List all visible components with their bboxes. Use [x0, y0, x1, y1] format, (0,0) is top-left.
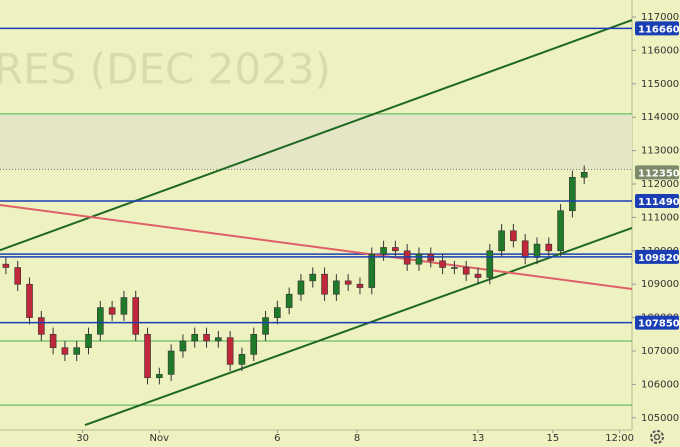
candle-body	[510, 230, 517, 242]
y-tick-label: 114000	[641, 112, 679, 123]
level-label-box	[635, 315, 679, 330]
x-tick-label: 12:00	[605, 433, 634, 444]
trend-line	[84, 227, 633, 426]
candle-body	[250, 334, 258, 355]
candle-body	[439, 260, 446, 268]
candle-body	[120, 297, 128, 315]
level-label: 109820	[638, 253, 680, 264]
last-price-box	[635, 165, 679, 180]
candle-body	[521, 240, 529, 258]
candle-body	[368, 253, 376, 288]
y-tick-label: 106000	[641, 379, 679, 390]
level-label: 111490	[638, 197, 680, 208]
y-tick-label: 107000	[641, 346, 679, 357]
band	[0, 113, 632, 170]
candle-body	[285, 293, 293, 308]
candle-body	[274, 307, 281, 318]
x-tick-label: 15	[547, 433, 560, 444]
candle-body	[49, 334, 57, 348]
candle-body	[238, 354, 246, 365]
candle-body	[333, 280, 340, 295]
y-tick-label: 113000	[641, 146, 679, 157]
candle-body	[167, 350, 175, 375]
candle-body	[226, 337, 234, 365]
level-label: 116660	[638, 24, 680, 35]
candle-body	[97, 307, 104, 335]
x-tick-label: 8	[354, 433, 360, 444]
plot-bg	[0, 0, 632, 430]
candle-body	[557, 210, 564, 252]
candle-body	[392, 247, 399, 252]
y-tick-label: 109000	[641, 279, 679, 290]
y-tick-label: 116000	[641, 45, 679, 56]
candle-body	[545, 243, 553, 252]
candle-body	[580, 172, 588, 178]
candle-body	[486, 250, 494, 278]
candle-body	[297, 280, 305, 295]
watermark: RES (DEC 2023)	[0, 45, 331, 94]
candle-body	[262, 317, 269, 335]
candle-body	[321, 273, 328, 295]
trend-line	[0, 19, 633, 252]
candle-body	[533, 243, 541, 258]
level-label-box	[635, 194, 679, 209]
candle-body	[569, 177, 576, 212]
candle-body	[108, 307, 116, 315]
x-tick-label: 6	[274, 433, 280, 444]
candle-body	[14, 267, 22, 285]
y-tick-label: 115000	[641, 79, 679, 90]
candle-body	[61, 347, 69, 355]
candle-body	[462, 267, 470, 275]
candle-body	[309, 273, 317, 282]
candle-body	[474, 273, 482, 278]
candle-body	[215, 337, 222, 342]
candle-body	[380, 247, 387, 255]
trend-line	[0, 204, 633, 291]
last-price-label: 112350	[638, 168, 680, 179]
candle-body	[344, 280, 352, 285]
candle-body	[26, 283, 33, 318]
candle-body	[2, 263, 10, 268]
y-tick-label: 105000	[641, 413, 679, 424]
candle-body	[203, 334, 210, 342]
candle-body	[132, 297, 140, 335]
candle-body	[356, 283, 364, 288]
candle-body	[156, 374, 163, 379]
x-tick-label: Nov	[150, 433, 170, 444]
level-label: 107850	[638, 319, 680, 330]
candle-body	[498, 230, 505, 252]
settings-icon[interactable]	[650, 430, 664, 444]
y-tick-label: 111000	[641, 212, 679, 223]
level-label-box	[635, 21, 679, 36]
candle-body	[144, 334, 151, 379]
x-tick-label: 30	[76, 433, 89, 444]
level-label-box	[635, 249, 679, 264]
y-tick-label: 117000	[641, 12, 679, 23]
candle-body	[73, 347, 81, 355]
candle-body	[179, 340, 187, 352]
candle-body	[451, 267, 458, 269]
candle-body	[38, 317, 45, 335]
candle-body	[415, 253, 423, 265]
y-tick-label: 112000	[641, 179, 679, 190]
candle-body	[85, 334, 92, 348]
x-tick-label: 13	[472, 433, 485, 444]
candle-body	[191, 334, 199, 342]
